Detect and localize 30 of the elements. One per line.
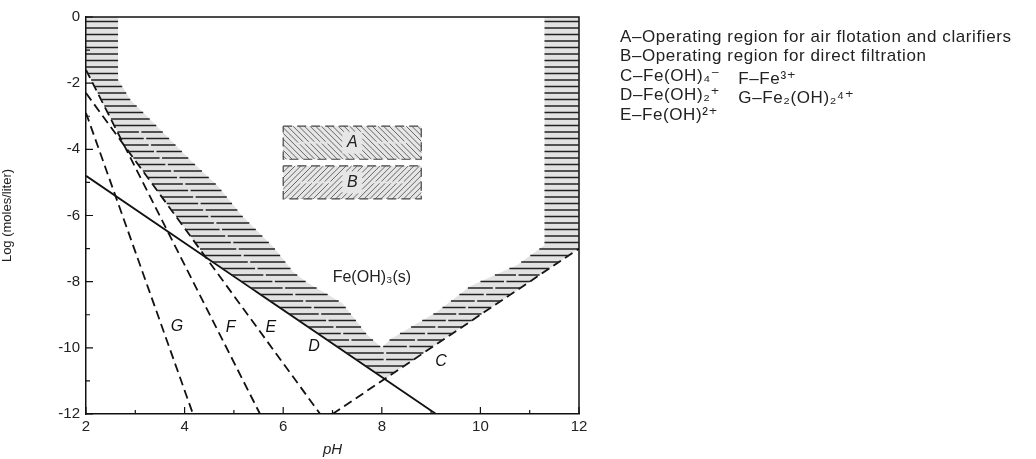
text: E–Fe(OH)²⁺ bbox=[620, 104, 719, 124]
x-tick-label: 4 bbox=[180, 417, 189, 435]
y-tick-label: -2 bbox=[66, 73, 80, 91]
text: F–Fe³⁺ bbox=[738, 68, 797, 88]
text: A–Operating region for air flotation and clarifiers bbox=[620, 26, 1012, 46]
y-tick-label: 0 bbox=[71, 7, 80, 25]
text: B–Operating region for direct filtration bbox=[620, 46, 927, 66]
series-label: E bbox=[265, 317, 277, 335]
legend-label: A bbox=[345, 133, 358, 151]
x-tick-label: 8 bbox=[377, 417, 386, 435]
y-tick-label: -4 bbox=[66, 139, 80, 157]
y-tick-label: -12 bbox=[58, 404, 80, 422]
y-axis-title: Log (moles/liter) bbox=[0, 168, 15, 263]
x-tick-label: 12 bbox=[570, 417, 588, 435]
series-label: C bbox=[435, 352, 448, 370]
x-tick-label: 6 bbox=[279, 417, 288, 435]
x-tick-label: 10 bbox=[472, 417, 489, 435]
x-axis-title: pH bbox=[321, 440, 343, 458]
series-label: G bbox=[170, 317, 184, 335]
text: D–Fe(OH)₂⁺ bbox=[620, 85, 720, 105]
text: C–Fe(OH)₄⁻ bbox=[620, 65, 721, 85]
series-label: F bbox=[225, 318, 237, 336]
text: G–Fe₂(OH)₂⁴⁺ bbox=[738, 88, 855, 108]
y-tick-label: -8 bbox=[66, 271, 80, 289]
legend-label: B bbox=[346, 172, 358, 190]
series-label: D bbox=[308, 336, 321, 354]
y-tick-label: -10 bbox=[58, 337, 80, 355]
x-tick-label: 2 bbox=[81, 417, 91, 435]
y-tick-label: -6 bbox=[66, 205, 80, 223]
annotation: Fe(OH)₃(s) bbox=[332, 268, 412, 286]
